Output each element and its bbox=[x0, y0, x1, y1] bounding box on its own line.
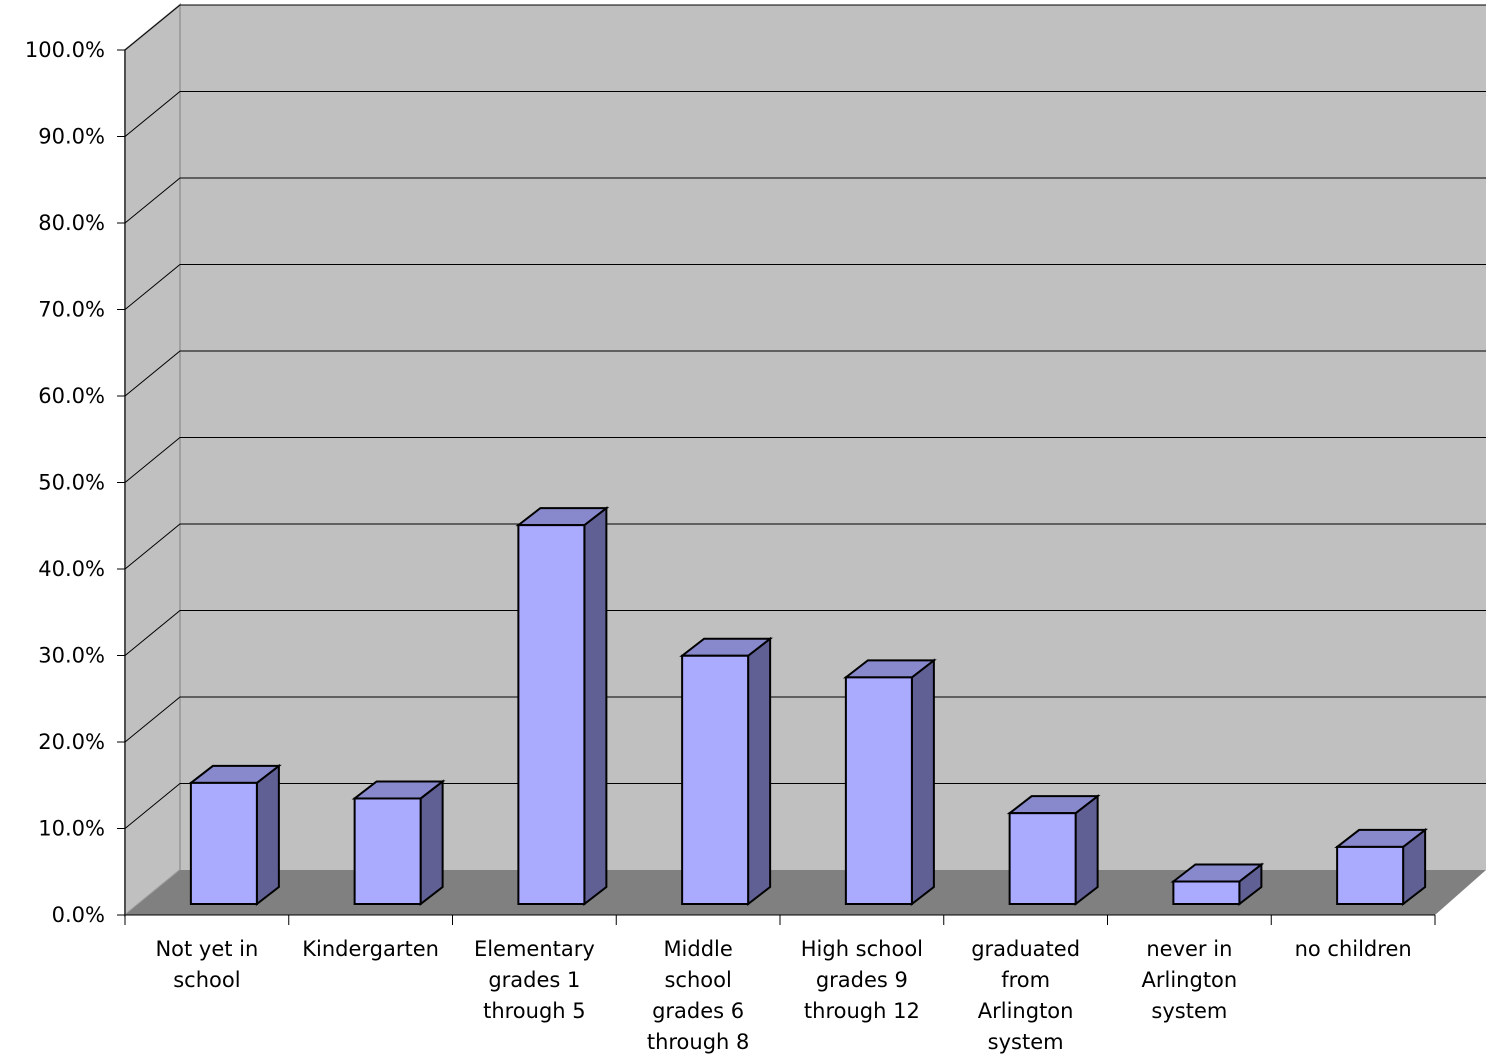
x-tick-label-line: Elementary bbox=[473, 937, 595, 961]
x-tick-label-line: Middle bbox=[663, 937, 733, 961]
gridline bbox=[124, 177, 1486, 224]
bar-side bbox=[583, 506, 608, 907]
x-tick-label-line: school bbox=[664, 968, 732, 992]
gridline bbox=[124, 264, 1486, 310]
x-tick-label: graduated from Arlington system bbox=[951, 934, 1101, 1058]
x-tick-label-line: through 8 bbox=[646, 1030, 750, 1054]
bar-side bbox=[747, 636, 772, 907]
x-tick-label-line: system bbox=[1151, 999, 1228, 1023]
y-tick-label: 10.0% bbox=[38, 817, 105, 841]
bar bbox=[844, 676, 913, 905]
x-tick-label: no children bbox=[1278, 934, 1428, 965]
bar bbox=[681, 654, 750, 905]
x-tick-label-line: system bbox=[987, 1030, 1064, 1054]
x-tick-label-line: from bbox=[1001, 968, 1051, 992]
y-tick-label: 100.0% bbox=[25, 38, 105, 62]
x-tick-label: Middle school grades 6 through 8 bbox=[623, 934, 773, 1058]
y-tick-label: 40.0% bbox=[38, 557, 105, 581]
gridline bbox=[124, 4, 1486, 51]
x-tick-label-line: never in bbox=[1146, 937, 1233, 961]
bar bbox=[189, 781, 258, 906]
gridline bbox=[124, 696, 1486, 743]
y-tick-label: 20.0% bbox=[38, 730, 105, 754]
x-tick-label-line: Not yet in bbox=[155, 937, 259, 961]
y-tick-label: 60.0% bbox=[38, 384, 105, 408]
x-tick-label: never in Arlington system bbox=[1114, 934, 1264, 1027]
x-tick-label-line: Arlington bbox=[1141, 968, 1238, 992]
x-tick-label: Not yet in school bbox=[132, 934, 282, 996]
floor bbox=[125, 870, 1486, 915]
bar bbox=[353, 797, 422, 905]
x-tick-label-line: no children bbox=[1294, 937, 1412, 961]
bar bbox=[1008, 812, 1077, 905]
x-tick-label-line: through 12 bbox=[803, 999, 920, 1023]
y-tick-label: 70.0% bbox=[38, 298, 105, 322]
x-tick-label-line: grades 9 bbox=[815, 968, 908, 992]
y-tick-label: 50.0% bbox=[38, 471, 105, 495]
x-tick-label-line: Kindergarten bbox=[302, 937, 439, 961]
x-tick-label-line: graduated bbox=[971, 937, 1081, 961]
bar-side bbox=[255, 763, 280, 907]
bar-side bbox=[910, 658, 935, 907]
x-tick-label-line: High school bbox=[800, 937, 924, 961]
bar bbox=[517, 524, 586, 905]
x-tick-label: Kindergarten bbox=[296, 934, 446, 965]
x-tick-label-line: grades 1 bbox=[488, 968, 581, 992]
gridline bbox=[124, 91, 1486, 137]
y-tick-label: 90.0% bbox=[38, 125, 105, 149]
y-tick-label: 0.0% bbox=[52, 903, 105, 927]
y-tick-label: 30.0% bbox=[38, 644, 105, 668]
x-tick-label-line: through 5 bbox=[483, 999, 586, 1023]
y-tick-label: 80.0% bbox=[38, 211, 105, 235]
x-tick-label-line: school bbox=[173, 968, 241, 992]
gridline bbox=[124, 523, 1486, 570]
bar bbox=[1172, 880, 1241, 906]
gridline bbox=[124, 437, 1486, 483]
bar bbox=[1336, 845, 1405, 905]
x-tick-label-line: grades 6 bbox=[652, 999, 745, 1023]
x-tick-label: High school grades 9 through 12 bbox=[787, 934, 937, 1027]
bar-side bbox=[419, 779, 444, 907]
bar-side bbox=[1074, 794, 1099, 907]
x-tick-label-line: Arlington bbox=[977, 999, 1074, 1023]
gridline bbox=[124, 783, 1486, 829]
x-tick-label: Elementary grades 1 through 5 bbox=[459, 934, 609, 1027]
gridline bbox=[124, 610, 1486, 656]
gridline bbox=[124, 350, 1486, 397]
